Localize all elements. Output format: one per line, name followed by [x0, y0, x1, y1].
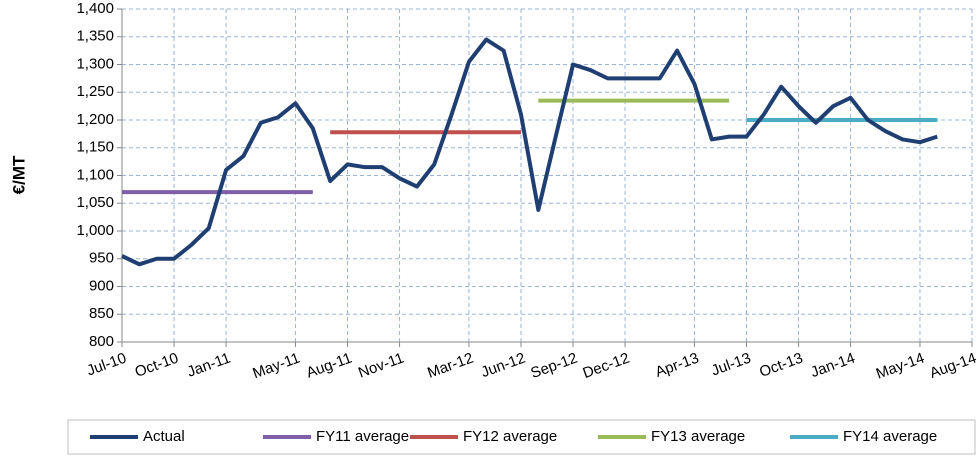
legend-label: FY11 average: [316, 428, 409, 445]
y-tick-label: 1,250: [76, 83, 114, 100]
y-tick-label: 850: [89, 305, 114, 322]
y-tick-label: 1,350: [76, 28, 114, 45]
y-tick-label: 1,200: [76, 111, 114, 128]
x-tick-label: Jan-11: [185, 350, 233, 381]
x-tick-label: Jul-10: [85, 350, 129, 380]
x-tick-label: Jul-13: [709, 350, 753, 380]
x-tick-label: Nov-11: [356, 350, 406, 382]
x-tick-label: Aug-14: [927, 350, 977, 383]
y-tick-label: 1,000: [76, 222, 114, 239]
x-tick-label: Oct-10: [133, 350, 181, 381]
x-tick-label: Aug-11: [304, 350, 354, 382]
y-tick-label: 1,050: [76, 194, 114, 211]
y-axis-label: €/MT: [9, 155, 28, 194]
x-tick-label: Apr-13: [653, 350, 701, 381]
legend-label: FY12 average: [463, 428, 557, 445]
actual-line: [121, 37, 938, 267]
y-tick-label: 1,300: [76, 55, 114, 72]
y-tick-label: 1,100: [76, 166, 114, 183]
y-tick-label: 900: [89, 277, 114, 294]
x-tick-label: Sep-12: [528, 350, 579, 383]
legend-label: FY14 average: [843, 428, 937, 445]
legend-label: FY13 average: [651, 428, 745, 445]
y-tick-label: 950: [89, 250, 114, 267]
x-tick-label: May-14: [874, 350, 927, 383]
y-tick-label: 1,400: [76, 0, 114, 17]
x-tick-label: Jun-12: [479, 350, 528, 382]
x-tick-label: Dec-12: [581, 350, 632, 383]
legend-label: Actual: [143, 428, 185, 445]
x-tick-label: Oct-13: [757, 350, 805, 381]
y-tick-label: 1,150: [76, 139, 114, 156]
x-tick-label: May-11: [250, 350, 302, 383]
x-tick-label: Jan-14: [808, 350, 857, 382]
x-tick-label: Mar-12: [425, 350, 475, 382]
y-tick-label: 800: [89, 333, 114, 350]
